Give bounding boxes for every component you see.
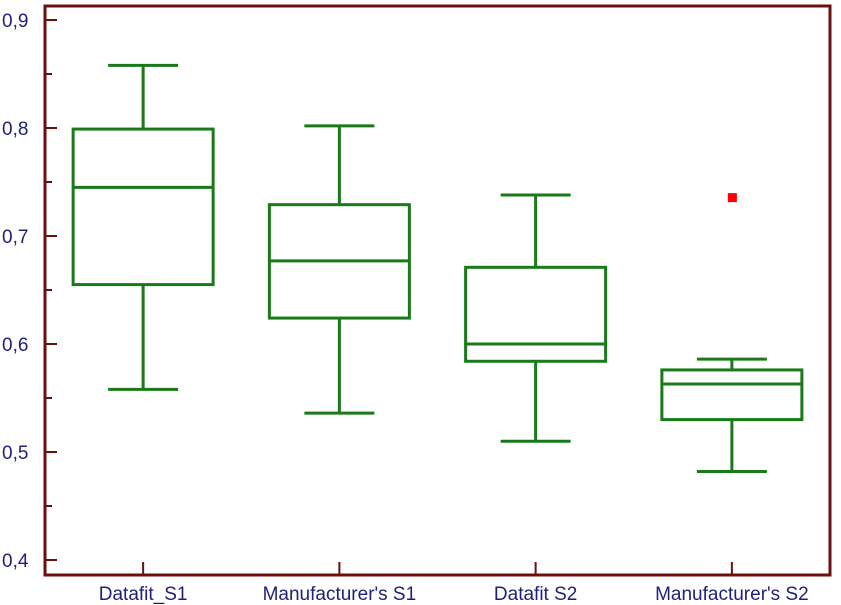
y-tick-label: 0,7	[2, 227, 28, 248]
x-category-label: Manufacturer's S2	[655, 584, 809, 605]
plot-area-frame	[43, 4, 832, 577]
x-category-label: Datafit_S1	[99, 584, 188, 605]
y-axis: 0,4 0,5 0,6 0,7 0,8 0,9	[2, 11, 57, 572]
x-category-label: Datafit S2	[494, 584, 577, 605]
x-axis: Datafit_S1 Manufacturer's S1 Datafit S2 Man…	[99, 562, 809, 605]
box-4	[660, 193, 804, 473]
iqr-box	[71, 127, 215, 287]
box-3	[464, 193, 608, 443]
y-tick-label: 0,5	[2, 443, 28, 464]
box-1	[71, 63, 215, 391]
x-category-label: Manufacturer's S1	[263, 584, 417, 605]
outlier-point	[727, 193, 737, 203]
y-tick-label: 0,9	[2, 11, 28, 32]
y-tick-label: 0,6	[2, 335, 28, 356]
iqr-box	[660, 368, 804, 422]
box-2	[267, 124, 411, 415]
y-tick-label: 0,4	[2, 551, 29, 572]
boxes-group	[71, 63, 804, 473]
y-tick-label: 0,8	[2, 119, 28, 140]
iqr-box	[464, 265, 608, 363]
